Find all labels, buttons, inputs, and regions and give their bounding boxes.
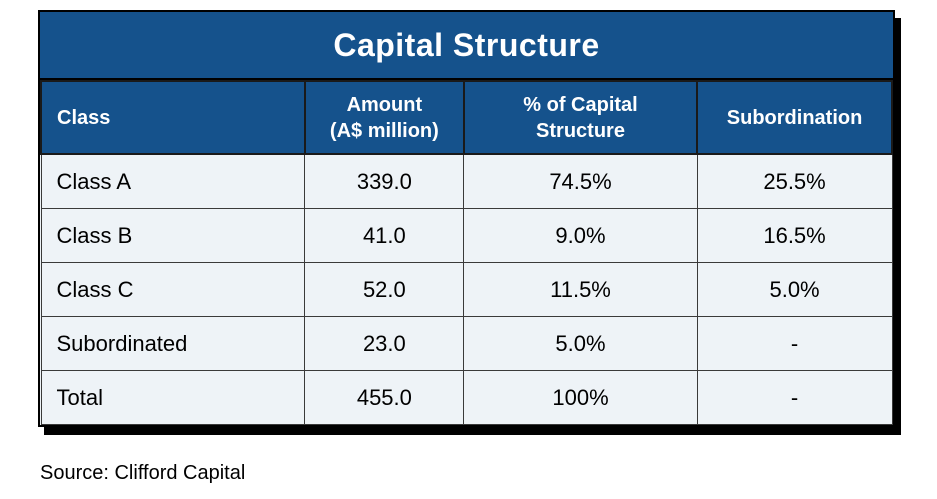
table-row-total: Total 455.0 100% - bbox=[40, 370, 893, 425]
table-body: Class A 339.0 74.5% 25.5% Class B 41.0 9… bbox=[40, 153, 893, 425]
column-header-label: Subordination bbox=[726, 106, 863, 129]
column-header-subordination: Subordination bbox=[696, 80, 893, 155]
cell-subordination: 5.0% bbox=[696, 262, 893, 317]
cell-subordination: 16.5% bbox=[696, 208, 893, 263]
cell-pct-capital: 11.5% bbox=[463, 262, 698, 317]
cell-pct-capital: 74.5% bbox=[463, 153, 698, 209]
cell-class: Total bbox=[40, 370, 306, 425]
cell-subordination: - bbox=[696, 316, 893, 371]
cell-class: Class B bbox=[40, 208, 306, 263]
cell-pct-capital: 9.0% bbox=[463, 208, 698, 263]
table-row-class-b: Class B 41.0 9.0% 16.5% bbox=[40, 208, 893, 263]
cell-class: Subordinated bbox=[40, 316, 306, 371]
column-header-class: Class bbox=[40, 80, 306, 155]
cell-pct-capital: 5.0% bbox=[463, 316, 698, 371]
table-row-class-a: Class A 339.0 74.5% 25.5% bbox=[40, 153, 893, 209]
column-header-label: Class bbox=[57, 106, 111, 129]
cell-pct-capital: 100% bbox=[463, 370, 698, 425]
cell-class: Class C bbox=[40, 262, 306, 317]
capital-structure-table: Capital Structure Class Amount (A$ milli… bbox=[38, 10, 895, 427]
table-header: Class Amount (A$ million) % of Capital S… bbox=[40, 80, 893, 155]
cell-amount: 41.0 bbox=[304, 208, 465, 263]
source-caption: Source: Clifford Capital bbox=[40, 462, 246, 484]
table-row-subordinated: Subordinated 23.0 5.0% - bbox=[40, 316, 893, 371]
column-header-label: Amount bbox=[346, 93, 423, 116]
table-title: Capital Structure bbox=[40, 12, 893, 80]
cell-amount: 339.0 bbox=[304, 153, 465, 209]
column-header-label: % of Capital bbox=[523, 93, 638, 116]
cell-subordination: - bbox=[696, 370, 893, 425]
cell-subordination: 25.5% bbox=[696, 153, 893, 209]
cell-amount: 23.0 bbox=[304, 316, 465, 371]
cell-amount: 52.0 bbox=[304, 262, 465, 317]
header-row: Class Amount (A$ million) % of Capital S… bbox=[40, 80, 893, 155]
cell-amount: 455.0 bbox=[304, 370, 465, 425]
column-header-label: (A$ million) bbox=[329, 119, 439, 142]
cell-class: Class A bbox=[40, 153, 306, 209]
column-header-amount: Amount (A$ million) bbox=[303, 80, 465, 155]
data-table: Class Amount (A$ million) % of Capital S… bbox=[40, 80, 893, 425]
table-row-class-c: Class C 52.0 11.5% 5.0% bbox=[40, 262, 893, 317]
column-header-pct-capital: % of Capital Structure bbox=[462, 80, 699, 155]
column-header-label: Structure bbox=[536, 119, 625, 142]
